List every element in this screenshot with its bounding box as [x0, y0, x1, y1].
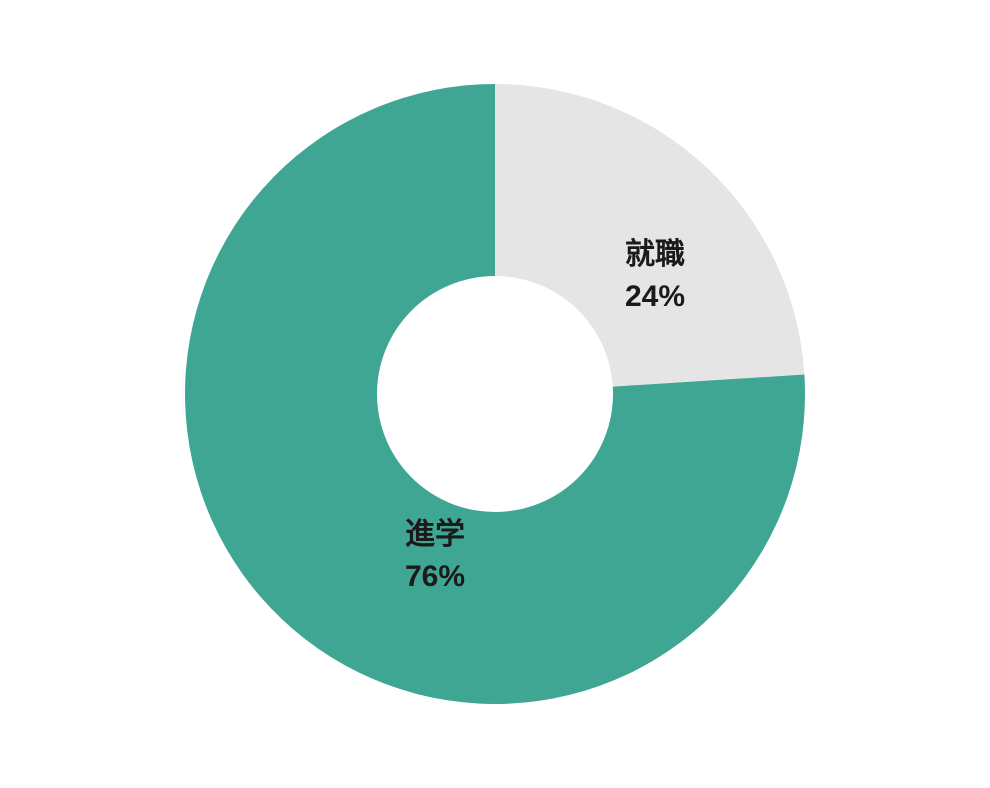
slice-label-1: 進学76% — [405, 514, 465, 598]
slice-label-percent: 24% — [625, 276, 685, 318]
slice-label-text: 就職 — [625, 234, 685, 276]
slice-label-0: 就職24% — [625, 234, 685, 318]
donut-chart: 就職24% 進学76% — [145, 44, 845, 744]
donut-svg — [145, 44, 845, 744]
slice-label-percent: 76% — [405, 556, 465, 598]
slice-label-text: 進学 — [405, 514, 465, 556]
